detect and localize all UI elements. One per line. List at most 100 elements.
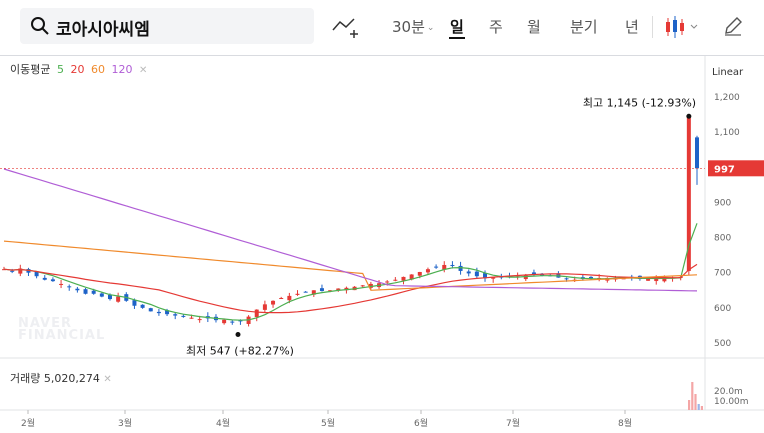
- candle-body: [385, 281, 390, 283]
- candle-body: [425, 269, 430, 273]
- legend-ma20: 20: [70, 63, 85, 76]
- candle-body: [662, 277, 667, 282]
- low-marker: [235, 331, 241, 337]
- y-tick-label: 500: [714, 339, 731, 349]
- candle-body: [523, 275, 528, 280]
- y-tick-label: 1,100: [714, 128, 740, 138]
- search-input[interactable]: 코아시아씨엠: [56, 20, 150, 40]
- candle-body: [132, 300, 137, 306]
- tab-quarter[interactable]: 분기: [570, 18, 598, 36]
- candle-body: [42, 277, 47, 280]
- x-tick-label: 7월: [506, 417, 520, 429]
- candle-body: [222, 319, 227, 324]
- candle-body: [75, 288, 80, 291]
- candle-body: [254, 309, 259, 318]
- candle-body: [59, 283, 64, 285]
- ma60-line: [3, 240, 698, 291]
- candle-body: [336, 288, 341, 291]
- close-icon[interactable]: ✕: [138, 65, 148, 76]
- candle-body: [116, 296, 121, 302]
- candle-type-icon[interactable]: [664, 14, 702, 40]
- indicator-add-icon[interactable]: [330, 12, 360, 42]
- candle-body: [450, 264, 455, 266]
- ma120-line: [3, 168, 698, 292]
- chevron-down-icon: ⌄: [426, 23, 435, 33]
- candle-body: [165, 310, 170, 315]
- candle-body: [262, 304, 267, 310]
- x-tick-label: 4월: [216, 417, 230, 429]
- candle-body: [474, 271, 479, 277]
- active-tab-indicator: [449, 37, 465, 39]
- candle-body: [393, 279, 398, 281]
- candle-body: [686, 116, 691, 271]
- candle-body: [401, 276, 406, 281]
- candle-body: [442, 264, 447, 270]
- candle-body: [83, 289, 88, 294]
- candle-body: [189, 317, 194, 319]
- candle-body: [279, 298, 284, 300]
- candle-body: [238, 320, 243, 322]
- candle-body: [156, 311, 161, 314]
- tab-year[interactable]: 년: [625, 18, 639, 36]
- high-annotation: 최고 1,145 (-12.93%): [583, 96, 696, 109]
- y-tick-label: 600: [714, 304, 731, 314]
- current-price-label: 997: [714, 164, 735, 175]
- x-tick-label: 2월: [21, 417, 35, 429]
- moving-average-legend: 이동평균 5 20 60 120 ✕: [10, 61, 150, 77]
- volume-tick-label: 20.0m: [714, 387, 743, 397]
- candle-body: [148, 308, 153, 312]
- volume-tick-label: 10.00m: [714, 397, 749, 407]
- candle-body: [140, 304, 145, 308]
- candle-body: [303, 291, 308, 293]
- candle-body: [360, 285, 365, 287]
- candle-body: [295, 293, 300, 295]
- y-tick-label: 800: [714, 234, 731, 244]
- volume-label: 거래량: [10, 372, 41, 385]
- y-tick-label: 900: [714, 198, 731, 208]
- x-tick-label: 8월: [618, 417, 632, 429]
- candle-body: [409, 274, 414, 280]
- volume-bar: [691, 382, 694, 410]
- volume-bar: [700, 406, 703, 410]
- candle-body: [368, 283, 373, 288]
- current-price-tag: [708, 160, 764, 177]
- volume-bar: [697, 404, 700, 410]
- ma20-line: [3, 263, 698, 314]
- low-annotation: 최저 547 (+82.27%): [186, 344, 294, 357]
- candle-body: [107, 294, 112, 300]
- candle-body: [99, 293, 104, 297]
- tab-day[interactable]: 일: [450, 18, 464, 36]
- candle-body: [173, 314, 178, 316]
- candle-body: [695, 137, 699, 169]
- search-box[interactable]: 코아시아씨엠: [20, 8, 314, 44]
- candle-body: [417, 271, 422, 276]
- candle-body: [230, 321, 235, 323]
- candle-body: [564, 278, 569, 280]
- scale-mode-button[interactable]: Linear: [712, 67, 744, 78]
- y-tick-label: 1,200: [714, 93, 740, 103]
- volume-bar: [694, 394, 697, 410]
- candle-body: [531, 272, 536, 275]
- legend-title: 이동평균: [10, 63, 51, 76]
- x-tick-label: 3월: [118, 417, 132, 429]
- candle-body: [319, 288, 324, 291]
- candle-body: [458, 265, 463, 271]
- volume-value: 5,020,274: [43, 372, 100, 385]
- candle-body: [50, 279, 55, 282]
- toolbar: 코아시아씨엠 30분 ⌄ 일 주 월 분기 년: [0, 0, 764, 56]
- price-chart[interactable]: 5006007008009001,0001,1001,2002월3월4월5월6월…: [0, 56, 764, 433]
- x-tick-label: 6월: [414, 417, 428, 429]
- tab-week[interactable]: 주: [489, 18, 503, 36]
- pencil-icon[interactable]: [722, 15, 744, 37]
- candle-body: [91, 290, 96, 294]
- volume-bar: [688, 400, 691, 410]
- tab-30min[interactable]: 30분 ⌄: [392, 18, 435, 36]
- close-icon[interactable]: ✕: [103, 374, 112, 385]
- legend-ma120: 120: [111, 63, 133, 76]
- tab-month[interactable]: 월: [527, 18, 541, 36]
- high-marker: [686, 113, 692, 119]
- legend-ma5: 5: [56, 63, 64, 76]
- x-tick-label: 5월: [321, 417, 335, 429]
- search-icon: [31, 17, 49, 35]
- candle-body: [491, 276, 496, 279]
